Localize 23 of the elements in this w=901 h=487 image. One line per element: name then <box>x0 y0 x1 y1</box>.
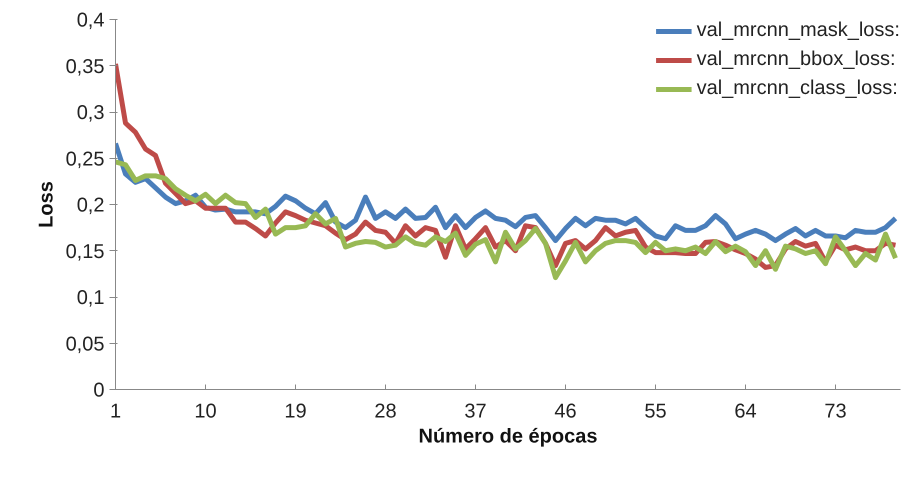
x-tick-label: 73 <box>824 400 847 422</box>
legend-label: val_mrcnn_mask_loss: <box>696 19 900 42</box>
legend-label: val_mrcnn_bbox_loss: <box>696 48 896 71</box>
y-axis-title: Loss <box>36 181 58 228</box>
x-tick-label: 28 <box>374 400 397 422</box>
y-tick-label: 0,2 <box>76 194 105 216</box>
x-tick-label: 37 <box>464 400 487 422</box>
y-tick-label: 0,15 <box>66 240 105 263</box>
y-tick-label: 0,05 <box>66 333 105 356</box>
x-tick-label: 46 <box>554 400 577 422</box>
y-tick-label: 0,4 <box>76 10 105 32</box>
x-tick-label: 10 <box>194 400 217 422</box>
x-tick-label: 64 <box>734 400 757 422</box>
y-tick-label: 0,1 <box>76 287 105 309</box>
y-tick-label: 0,25 <box>66 148 105 170</box>
legend-label: val_mrcnn_class_loss: <box>696 77 898 100</box>
x-tick-label: 55 <box>644 400 667 422</box>
y-tick-label: 0,3 <box>76 102 105 124</box>
x-axis-title: Número de épocas <box>418 426 598 448</box>
y-tick-label: 0,35 <box>66 56 105 78</box>
y-tick-label: 0 <box>93 380 104 402</box>
x-tick-label: 1 <box>110 400 122 422</box>
x-tick-label: 19 <box>284 400 307 422</box>
